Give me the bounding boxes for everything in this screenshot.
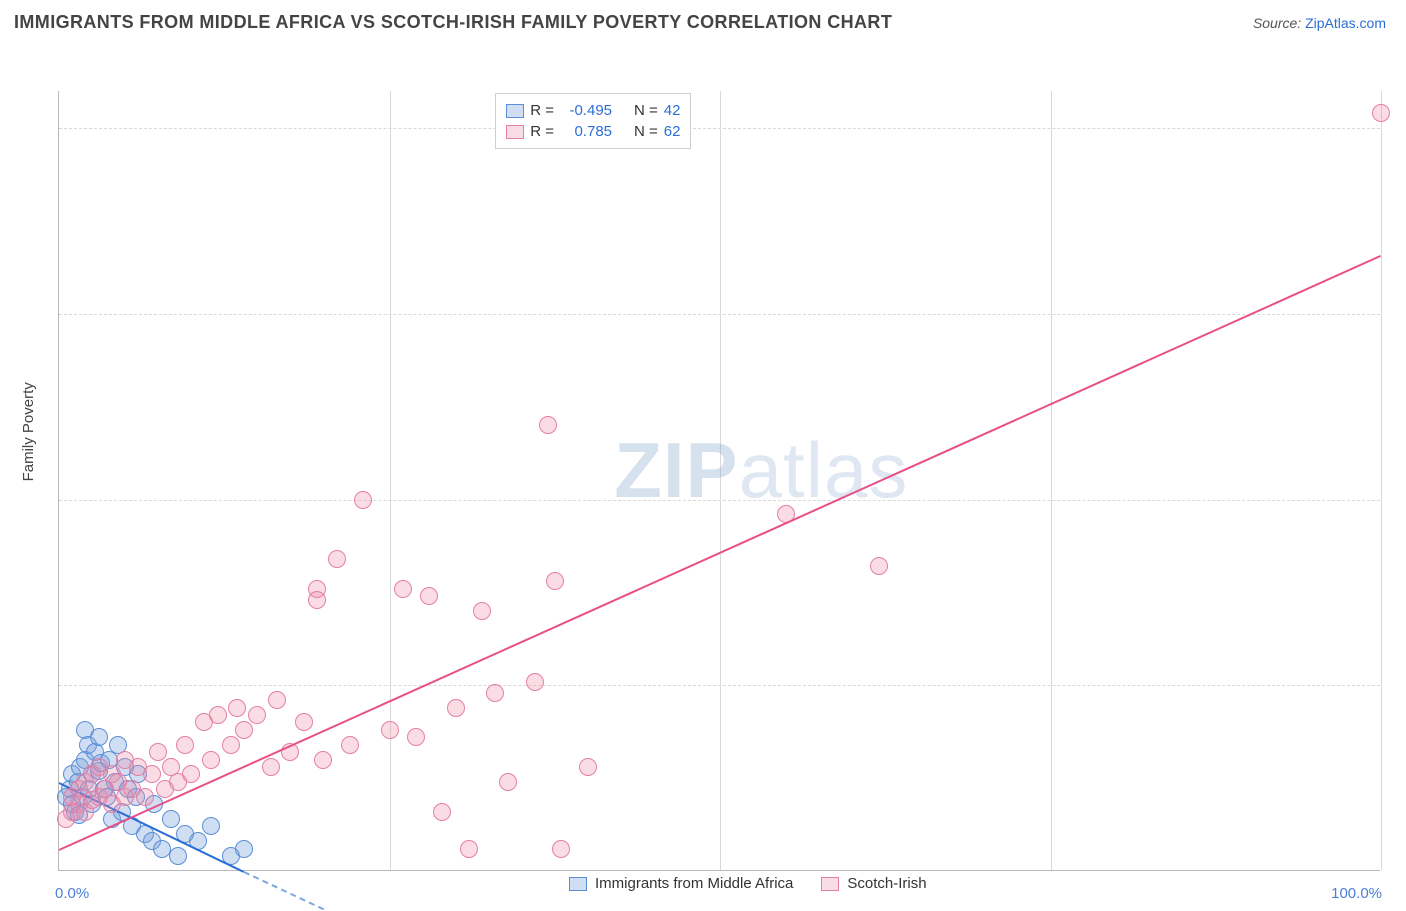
y-tick-label: 50.0%: [1386, 509, 1406, 526]
scatter-point: [407, 728, 425, 746]
r-label: R =: [530, 102, 554, 119]
scatter-point: [169, 847, 187, 865]
scatter-point: [499, 773, 517, 791]
scatter-point: [539, 416, 557, 434]
source-attribution: Source: ZipAtlas.com: [1253, 15, 1386, 31]
n-value: 42: [664, 102, 681, 119]
scatter-point: [268, 691, 286, 709]
scatter-point: [420, 587, 438, 605]
series-legend: Immigrants from Middle Africa Scotch-Iris…: [569, 875, 927, 892]
source-label: Source:: [1253, 15, 1301, 31]
scatter-point: [526, 673, 544, 691]
gridline-vertical: [1381, 91, 1382, 870]
scatter-point: [262, 758, 280, 776]
legend-swatch: [569, 877, 587, 891]
y-tick-label: 75.0%: [1386, 323, 1406, 340]
r-label: R =: [530, 123, 554, 140]
scatter-point: [341, 736, 359, 754]
scatter-point: [295, 713, 313, 731]
watermark: ZIPatlas: [614, 425, 908, 516]
legend-row: R = 0.785 N = 62: [506, 121, 680, 142]
scatter-point: [235, 840, 253, 858]
legend-series-name: Scotch-Irish: [847, 875, 926, 892]
scatter-point: [136, 788, 154, 806]
legend-item: Immigrants from Middle Africa: [569, 875, 793, 892]
scatter-point: [209, 706, 227, 724]
scatter-point: [381, 721, 399, 739]
scatter-point: [486, 684, 504, 702]
scatter-point: [394, 580, 412, 598]
scatter-point: [235, 721, 253, 739]
scatter-point: [162, 810, 180, 828]
scatter-point: [579, 758, 597, 776]
scatter-point: [202, 817, 220, 835]
scatter-point: [248, 706, 266, 724]
scatter-point: [546, 572, 564, 590]
scatter-point: [176, 736, 194, 754]
scatter-point: [870, 557, 888, 575]
scatter-point: [552, 840, 570, 858]
legend-swatch: [821, 877, 839, 891]
y-tick-label: 25.0%: [1386, 695, 1406, 712]
scatter-point: [202, 751, 220, 769]
scatter-point: [314, 751, 332, 769]
scatter-point: [182, 765, 200, 783]
scatter-point: [460, 840, 478, 858]
x-tick-label: 100.0%: [1331, 885, 1382, 902]
n-value: 62: [664, 123, 681, 140]
scatter-point: [354, 491, 372, 509]
scatter-point: [328, 550, 346, 568]
x-tick-label: 0.0%: [55, 885, 89, 902]
scatter-point: [1372, 104, 1390, 122]
legend-row: R = -0.495 N = 42: [506, 100, 680, 121]
scatter-point: [90, 728, 108, 746]
legend-item: Scotch-Irish: [821, 875, 926, 892]
source-link[interactable]: ZipAtlas.com: [1305, 15, 1386, 31]
chart-header: IMMIGRANTS FROM MIDDLE AFRICA VS SCOTCH-…: [0, 0, 1406, 39]
n-label: N =: [634, 102, 658, 119]
scatter-point: [228, 699, 246, 717]
scatter-point: [447, 699, 465, 717]
n-label: N =: [634, 123, 658, 140]
legend-swatch: [506, 104, 524, 118]
legend-swatch: [506, 125, 524, 139]
scatter-point: [149, 743, 167, 761]
scatter-point: [433, 803, 451, 821]
r-value: 0.785: [560, 123, 612, 140]
legend-series-name: Immigrants from Middle Africa: [595, 875, 793, 892]
scatter-point: [222, 736, 240, 754]
chart-title: IMMIGRANTS FROM MIDDLE AFRICA VS SCOTCH-…: [14, 12, 892, 33]
correlation-legend: R = -0.495 N = 42 R = 0.785 N = 62: [495, 93, 691, 149]
scatter-point: [143, 765, 161, 783]
scatter-point: [473, 602, 491, 620]
gridline-vertical: [1051, 91, 1052, 870]
y-tick-label: 100.0%: [1386, 138, 1406, 155]
r-value: -0.495: [560, 102, 612, 119]
trend-line-dashed: [244, 871, 324, 910]
gridline-vertical: [390, 91, 391, 870]
chart-container: Family Poverty 25.0%50.0%75.0%100.0%ZIPa…: [14, 39, 1392, 911]
plot-area: 25.0%50.0%75.0%100.0%ZIPatlasR =-0.495N …: [58, 91, 1380, 871]
y-axis-label: Family Poverty: [20, 382, 37, 481]
scatter-point: [308, 591, 326, 609]
gridline-vertical: [720, 91, 721, 870]
